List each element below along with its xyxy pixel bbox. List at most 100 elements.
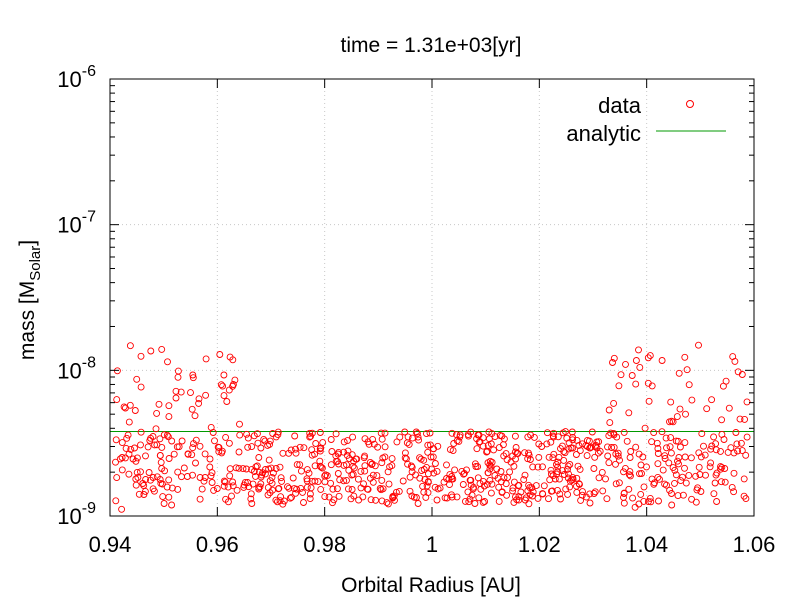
data-point: [594, 449, 602, 457]
data-point: [161, 467, 169, 475]
data-point: [147, 347, 155, 355]
data-point: [743, 398, 751, 406]
data-point: [672, 471, 680, 479]
data-point: [538, 443, 546, 450]
data-point: [220, 371, 228, 379]
data-point: [742, 495, 750, 503]
data-point: [385, 480, 393, 488]
data-point: [743, 433, 751, 441]
data-point: [244, 434, 252, 442]
data-point: [264, 491, 272, 499]
data-point: [468, 491, 476, 499]
data-point: [608, 444, 616, 451]
data-point: [513, 449, 521, 457]
data-point: [226, 353, 234, 361]
data-point: [666, 443, 674, 451]
data-point: [627, 448, 635, 455]
data-point: [520, 476, 528, 484]
data-point: [474, 463, 482, 471]
data-point: [232, 464, 240, 472]
data-point: [605, 432, 613, 440]
data-point: [717, 465, 725, 473]
data-point: [451, 466, 459, 474]
data-point: [357, 484, 365, 492]
data-point: [189, 444, 197, 452]
data-point: [401, 449, 409, 457]
data-point: [613, 433, 621, 441]
data-point: [408, 463, 416, 471]
data-point: [191, 412, 199, 420]
data-point: [502, 450, 510, 458]
data-point: [132, 481, 140, 489]
data-point: [189, 471, 196, 479]
data-point: [311, 477, 319, 485]
data-point: [372, 496, 380, 504]
data-point: [134, 473, 142, 481]
data-point: [539, 490, 547, 498]
data-point: [156, 435, 164, 443]
data-point: [258, 471, 266, 479]
data-point: [195, 399, 203, 407]
data-point: [461, 497, 469, 505]
data-point: [675, 369, 683, 377]
data-point: [456, 431, 464, 439]
data-point: [118, 454, 126, 461]
y-tick-label: 10-7: [57, 209, 96, 238]
data-point: [612, 480, 620, 488]
data-point: [423, 482, 431, 490]
data-point: [249, 480, 257, 488]
data-point: [605, 406, 613, 414]
data-point: [364, 438, 372, 446]
data-point: [511, 432, 519, 440]
data-point: [296, 461, 304, 469]
data-point: [637, 461, 645, 469]
data-point: [327, 479, 335, 487]
data-point: [459, 481, 467, 488]
data-point: [242, 465, 250, 473]
data-point: [348, 451, 356, 459]
data-point: [655, 497, 662, 505]
data-point: [261, 437, 269, 445]
data-point: [415, 436, 423, 444]
data-point: [317, 463, 325, 471]
data-point: [142, 452, 149, 460]
data-point: [414, 500, 422, 507]
data-point: [374, 443, 382, 451]
data-point: [149, 485, 157, 493]
data-point: [688, 396, 696, 404]
data-point: [328, 448, 336, 455]
data-point: [728, 483, 736, 491]
data-point: [406, 487, 414, 495]
data-point: [321, 493, 329, 501]
data-point: [446, 446, 454, 454]
data-point: [424, 441, 432, 449]
data-point: [196, 495, 204, 503]
data-point: [479, 498, 487, 506]
x-axis-ticks: 0.94 0.96 0.98 1 1.02 1.04 1.06: [89, 79, 775, 557]
data-point: [646, 494, 654, 502]
data-point: [706, 463, 714, 471]
data-point: [528, 484, 536, 492]
data-point: [676, 443, 684, 451]
data-point: [460, 470, 468, 478]
data-point: [367, 496, 375, 504]
data-point: [248, 443, 256, 451]
data-point: [247, 495, 255, 503]
data-point: [334, 470, 342, 477]
data-point: [517, 488, 525, 496]
data-point: [239, 465, 247, 473]
y-tick-label: 10-6: [57, 63, 96, 92]
data-point: [729, 353, 737, 361]
y-tick-exponent: -7: [82, 209, 96, 226]
data-point: [261, 470, 269, 478]
data-point: [446, 481, 453, 489]
data-point: [123, 434, 131, 442]
data-point: [554, 433, 562, 441]
data-point: [137, 383, 145, 391]
data-point: [202, 355, 210, 363]
data-point: [615, 382, 623, 390]
data-point: [638, 470, 645, 477]
data-point: [685, 381, 693, 389]
data-point: [569, 475, 577, 483]
data-point: [512, 493, 519, 501]
